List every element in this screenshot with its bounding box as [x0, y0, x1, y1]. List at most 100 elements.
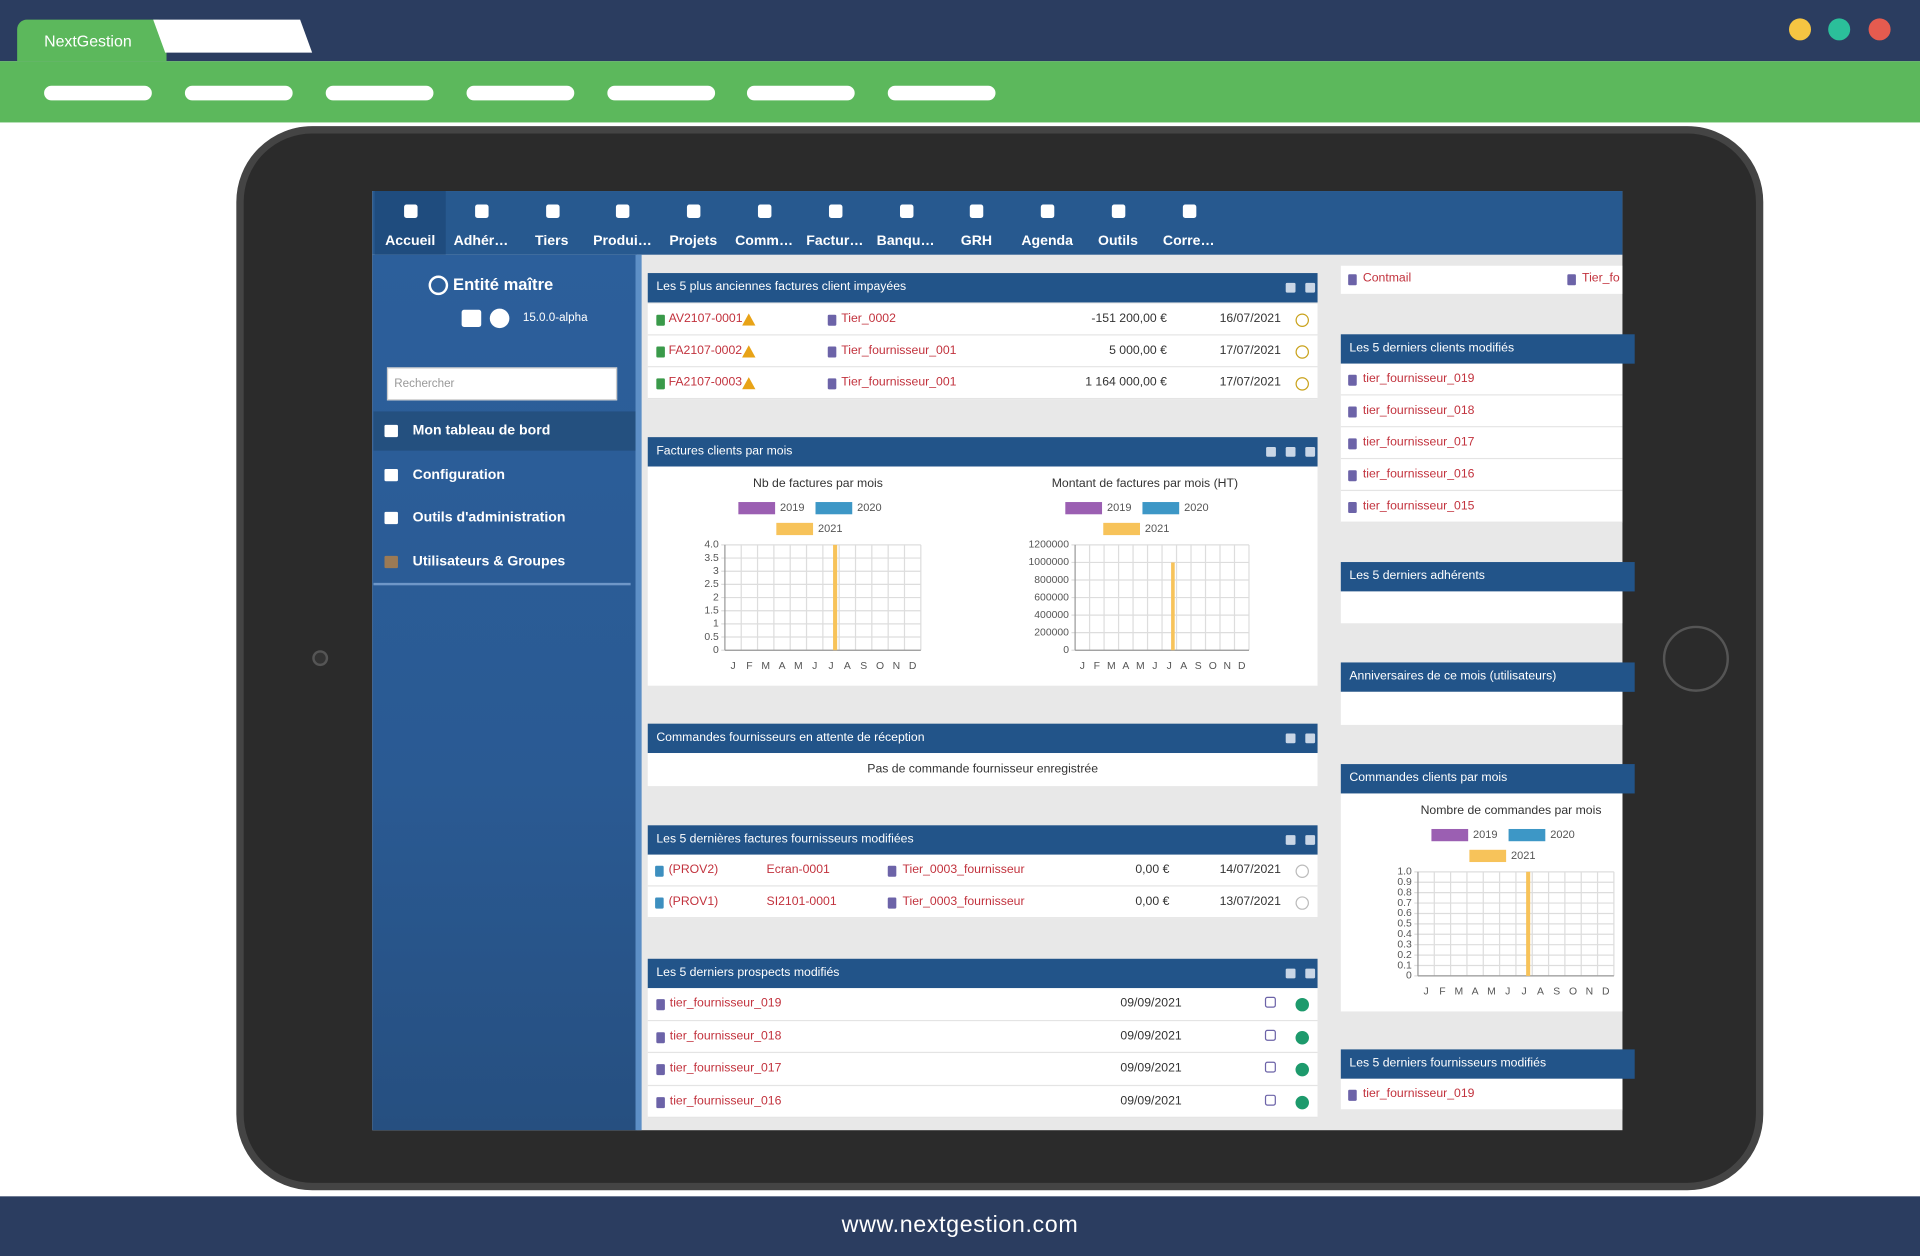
client-link[interactable]: tier_fournisseur_019	[1362, 372, 1475, 386]
third-party[interactable]: Tier_fo	[1582, 271, 1620, 286]
legend-label: 2021	[1511, 850, 1536, 862]
row-icon	[655, 897, 664, 909]
nav-item[interactable]: GRH	[960, 233, 993, 249]
x-tick-label: M	[761, 661, 770, 672]
widget-title: Les 5 dernières factures fournisseurs mo…	[656, 832, 914, 847]
legend-label: 2020	[857, 502, 882, 514]
menu-icon	[384, 511, 398, 525]
date: 09/09/2021	[1120, 996, 1182, 1011]
supplier[interactable]: Tier_0003_fournisseur	[902, 863, 1025, 877]
invoice-ref[interactable]: AV2107-0001	[668, 312, 743, 326]
row-icon	[887, 897, 897, 909]
header-icon	[1285, 968, 1296, 979]
y-tick-label: 0	[1406, 971, 1412, 982]
menu-item[interactable]: Outils d'administration	[412, 510, 566, 526]
nav-item[interactable]: Agenda	[1021, 233, 1073, 249]
y-tick-label: 0	[1063, 645, 1069, 656]
row-icon	[1348, 438, 1357, 450]
table-row	[647, 1053, 1318, 1086]
third-party[interactable]: Tier_fournisseur_001	[841, 344, 957, 358]
nav-icon	[828, 204, 843, 218]
nav-item[interactable]: Adhér…	[453, 233, 509, 249]
supplier[interactable]: Tier_0003_fournisseur	[902, 895, 1025, 909]
nav-icon	[757, 204, 772, 218]
nav-item[interactable]: Produi…	[593, 233, 652, 249]
widget-title: Commandes fournisseurs en attente de réc…	[656, 731, 925, 745]
x-tick-label: J	[1424, 987, 1429, 998]
x-tick-label: M	[1107, 661, 1116, 672]
y-tick-label: 1.0	[1397, 867, 1412, 878]
x-tick-label: D	[1602, 987, 1610, 998]
status-dot	[1295, 997, 1309, 1012]
y-tick-label: 600000	[1034, 592, 1069, 603]
widget-title: Les 5 derniers prospects modifiés	[656, 966, 840, 980]
y-tick-label: 1200000	[1029, 540, 1070, 551]
nav-item[interactable]: Banqu…	[876, 233, 935, 249]
tab-label[interactable]: NextGestion	[44, 31, 132, 51]
y-tick-label: 800000	[1034, 575, 1069, 586]
nav-item[interactable]: Projets	[669, 233, 718, 249]
nav-item[interactable]: Accueil	[385, 233, 436, 249]
nav-icon	[404, 204, 418, 218]
widget-header	[1340, 662, 1635, 692]
prospect[interactable]: tier_fournisseur_017	[669, 1061, 782, 1076]
amount: -151 200,00 €	[1091, 312, 1167, 326]
invoice-ref[interactable]: (PROV2)	[668, 863, 719, 877]
y-tick-label: 0	[713, 645, 719, 656]
client-link[interactable]: tier_fournisseur_018	[1362, 404, 1475, 418]
menu-separator	[373, 582, 631, 586]
empty-message: Pas de commande fournisseur enregistrée	[867, 762, 1099, 777]
widget-title: Anniversaires de ce mois (utilisateurs)	[1349, 669, 1557, 684]
y-tick-label: 0.5	[1397, 919, 1412, 930]
third-party[interactable]: Tier_0002	[841, 312, 896, 326]
menu-active	[373, 411, 636, 451]
table-row	[647, 303, 1318, 336]
x-tick-label: J	[730, 661, 735, 672]
row-icon	[1348, 274, 1357, 286]
edit-icon	[1264, 1094, 1276, 1106]
prospect[interactable]: tier_fournisseur_016	[669, 1094, 782, 1108]
nav-item[interactable]: Comm…	[735, 233, 794, 249]
invoice-ref[interactable]: (PROV1)	[668, 895, 719, 909]
menu-item[interactable]: Configuration	[412, 467, 505, 483]
x-tick-label: S	[860, 661, 867, 672]
prospect[interactable]: tier_fournisseur_018	[669, 1029, 782, 1043]
x-tick-label: A	[844, 661, 851, 672]
widget-header	[647, 437, 1318, 467]
y-tick-label: 3.5	[704, 553, 719, 564]
legend-swatch	[1508, 828, 1546, 842]
x-tick-label: M	[1454, 987, 1463, 998]
widget-header	[1340, 1049, 1635, 1079]
client-link[interactable]: tier_fournisseur_016	[1362, 467, 1475, 482]
table-row	[647, 886, 1318, 919]
supplier-ref[interactable]: Ecran-0001	[766, 863, 830, 877]
search-placeholder[interactable]: Rechercher	[394, 377, 455, 391]
date: 09/09/2021	[1120, 1061, 1182, 1076]
row-icon	[1348, 470, 1357, 482]
client-link[interactable]: tier_fournisseur_015	[1362, 499, 1475, 514]
invoice-ref[interactable]: FA2107-0002	[668, 344, 743, 358]
third-party[interactable]: Tier_fournisseur_001	[841, 375, 957, 390]
nav-item[interactable]: Factur…	[806, 233, 864, 249]
header-icon	[1285, 446, 1296, 457]
row-icon	[656, 346, 665, 358]
menu-item[interactable]: Mon tableau de bord	[412, 423, 551, 439]
y-tick-label: 0.1	[1397, 960, 1412, 971]
nav-item[interactable]: Corre…	[1162, 233, 1215, 249]
header-icon	[1305, 968, 1316, 979]
prospect[interactable]: tier_fournisseur_019	[669, 996, 782, 1011]
y-tick-label: 0.9	[1397, 877, 1412, 888]
nav-item[interactable]: Tiers	[535, 233, 569, 249]
date: 09/09/2021	[1120, 1029, 1182, 1043]
nav-item[interactable]: Outils	[1098, 233, 1138, 249]
contact-link[interactable]: Contmail	[1362, 271, 1412, 286]
client-link[interactable]: tier_fournisseur_017	[1362, 435, 1475, 450]
nav-icon	[899, 204, 913, 218]
x-tick-label: D	[909, 661, 917, 672]
client-link[interactable]: tier_fournisseur_019	[1362, 1087, 1475, 1101]
menu-item[interactable]: Utilisateurs & Groupes	[412, 554, 566, 570]
supplier-ref[interactable]: SI2101-0001	[766, 895, 837, 909]
header-icon	[1305, 446, 1316, 457]
entity-name[interactable]: Entité maître	[453, 275, 554, 294]
invoice-ref[interactable]: FA2107-0003	[668, 375, 743, 390]
